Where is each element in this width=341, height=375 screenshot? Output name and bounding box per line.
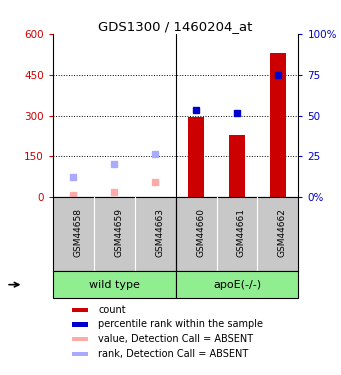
- Bar: [188, 117, 204, 197]
- Bar: [229, 135, 245, 197]
- Text: GSM44660: GSM44660: [196, 209, 205, 257]
- Text: wild type: wild type: [89, 280, 140, 290]
- Text: count: count: [98, 305, 126, 315]
- Bar: [73, 308, 88, 312]
- Text: value, Detection Call = ABSENT: value, Detection Call = ABSENT: [98, 334, 253, 344]
- Bar: [73, 337, 88, 341]
- Title: GDS1300 / 1460204_at: GDS1300 / 1460204_at: [99, 20, 253, 33]
- Text: percentile rank within the sample: percentile rank within the sample: [98, 320, 263, 330]
- Text: GSM44662: GSM44662: [278, 209, 287, 257]
- Bar: [270, 53, 286, 197]
- Text: rank, Detection Call = ABSENT: rank, Detection Call = ABSENT: [98, 349, 249, 359]
- Text: GSM44661: GSM44661: [237, 209, 246, 257]
- Text: GSM44658: GSM44658: [73, 209, 82, 257]
- Text: apoE(-/-): apoE(-/-): [213, 280, 261, 290]
- Bar: [176, 271, 298, 298]
- Bar: [53, 271, 176, 298]
- Bar: [73, 322, 88, 327]
- Bar: [73, 352, 88, 356]
- Text: GSM44659: GSM44659: [114, 209, 123, 257]
- Text: GSM44663: GSM44663: [155, 209, 164, 257]
